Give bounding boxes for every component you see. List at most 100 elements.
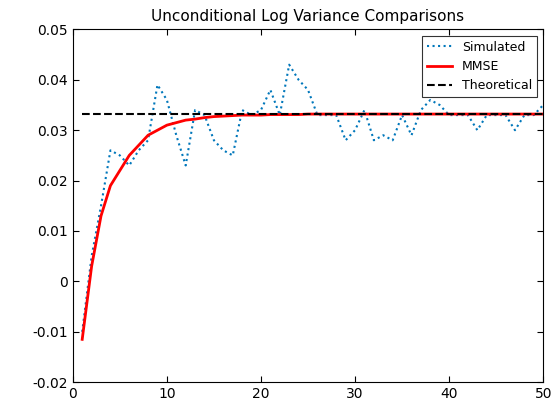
Theoretical xyxy=(389,112,396,117)
MMSE xyxy=(258,113,264,118)
MMSE xyxy=(277,112,283,117)
MMSE xyxy=(183,118,189,123)
MMSE xyxy=(295,112,302,117)
Theoretical xyxy=(324,112,330,117)
Theoretical xyxy=(446,112,452,117)
Simulated xyxy=(248,113,255,118)
MMSE xyxy=(540,112,547,117)
MMSE xyxy=(211,114,217,119)
MMSE xyxy=(361,112,368,117)
Simulated xyxy=(483,113,490,118)
Simulated xyxy=(201,113,208,118)
MMSE xyxy=(530,112,537,117)
Simulated xyxy=(267,87,274,92)
MMSE xyxy=(248,113,255,118)
Simulated xyxy=(333,113,339,118)
Simulated xyxy=(540,102,547,108)
Simulated xyxy=(144,138,151,143)
MMSE xyxy=(79,337,86,342)
Theoretical xyxy=(183,112,189,117)
Simulated xyxy=(286,62,292,67)
Theoretical xyxy=(116,112,123,117)
MMSE xyxy=(418,112,424,117)
Theoretical xyxy=(352,112,358,117)
Simulated xyxy=(79,329,86,334)
Simulated xyxy=(399,113,405,118)
Simulated xyxy=(314,113,321,118)
Simulated xyxy=(97,203,104,208)
Theoretical xyxy=(342,112,349,117)
Theoretical xyxy=(97,112,104,117)
Theoretical xyxy=(173,112,180,117)
Legend: Simulated, MMSE, Theoretical: Simulated, MMSE, Theoretical xyxy=(422,36,537,97)
MMSE xyxy=(342,112,349,117)
Theoretical xyxy=(267,112,274,117)
Simulated xyxy=(530,113,537,118)
Simulated xyxy=(502,113,509,118)
Simulated xyxy=(220,148,227,153)
MMSE xyxy=(164,123,170,128)
Theoretical xyxy=(418,112,424,117)
Theoretical xyxy=(521,112,528,117)
Theoretical xyxy=(493,112,500,117)
Theoretical xyxy=(144,112,151,117)
Theoretical xyxy=(474,112,480,117)
MMSE xyxy=(136,143,142,148)
MMSE xyxy=(314,112,321,117)
Simulated xyxy=(230,153,236,158)
Theoretical xyxy=(502,112,509,117)
Simulated xyxy=(183,163,189,168)
Theoretical xyxy=(305,112,311,117)
Theoretical xyxy=(483,112,490,117)
Simulated xyxy=(324,113,330,118)
Line: MMSE: MMSE xyxy=(82,114,543,339)
MMSE xyxy=(427,112,433,117)
Theoretical xyxy=(286,112,292,117)
Theoretical xyxy=(164,112,170,117)
Simulated xyxy=(521,113,528,118)
Simulated xyxy=(154,82,161,87)
MMSE xyxy=(144,133,151,138)
Simulated xyxy=(116,153,123,158)
Simulated xyxy=(192,108,198,113)
Simulated xyxy=(239,108,245,113)
MMSE xyxy=(201,115,208,120)
Theoretical xyxy=(465,112,472,117)
MMSE xyxy=(107,183,114,188)
MMSE xyxy=(220,113,227,118)
Theoretical xyxy=(399,112,405,117)
Theoretical xyxy=(530,112,537,117)
Theoretical xyxy=(107,112,114,117)
Theoretical xyxy=(220,112,227,117)
Theoretical xyxy=(154,112,161,117)
MMSE xyxy=(493,112,500,117)
Theoretical xyxy=(436,112,443,117)
MMSE xyxy=(352,112,358,117)
Theoretical xyxy=(248,112,255,117)
Simulated xyxy=(258,108,264,113)
Theoretical xyxy=(277,112,283,117)
Theoretical xyxy=(427,112,433,117)
MMSE xyxy=(483,112,490,117)
MMSE xyxy=(389,112,396,117)
Simulated xyxy=(164,97,170,102)
Simulated xyxy=(136,148,142,153)
Simulated xyxy=(295,77,302,82)
Simulated xyxy=(512,128,519,133)
MMSE xyxy=(88,264,95,269)
MMSE xyxy=(154,128,161,133)
MMSE xyxy=(380,112,386,117)
MMSE xyxy=(408,112,415,117)
Theoretical xyxy=(258,112,264,117)
MMSE xyxy=(399,112,405,117)
Simulated xyxy=(371,138,377,143)
MMSE xyxy=(371,112,377,117)
MMSE xyxy=(521,112,528,117)
MMSE xyxy=(455,112,462,117)
Simulated xyxy=(342,138,349,143)
Simulated xyxy=(493,113,500,118)
Title: Unconditional Log Variance Comparisons: Unconditional Log Variance Comparisons xyxy=(151,9,465,24)
Theoretical xyxy=(512,112,519,117)
Simulated xyxy=(305,87,311,92)
Simulated xyxy=(361,108,368,113)
